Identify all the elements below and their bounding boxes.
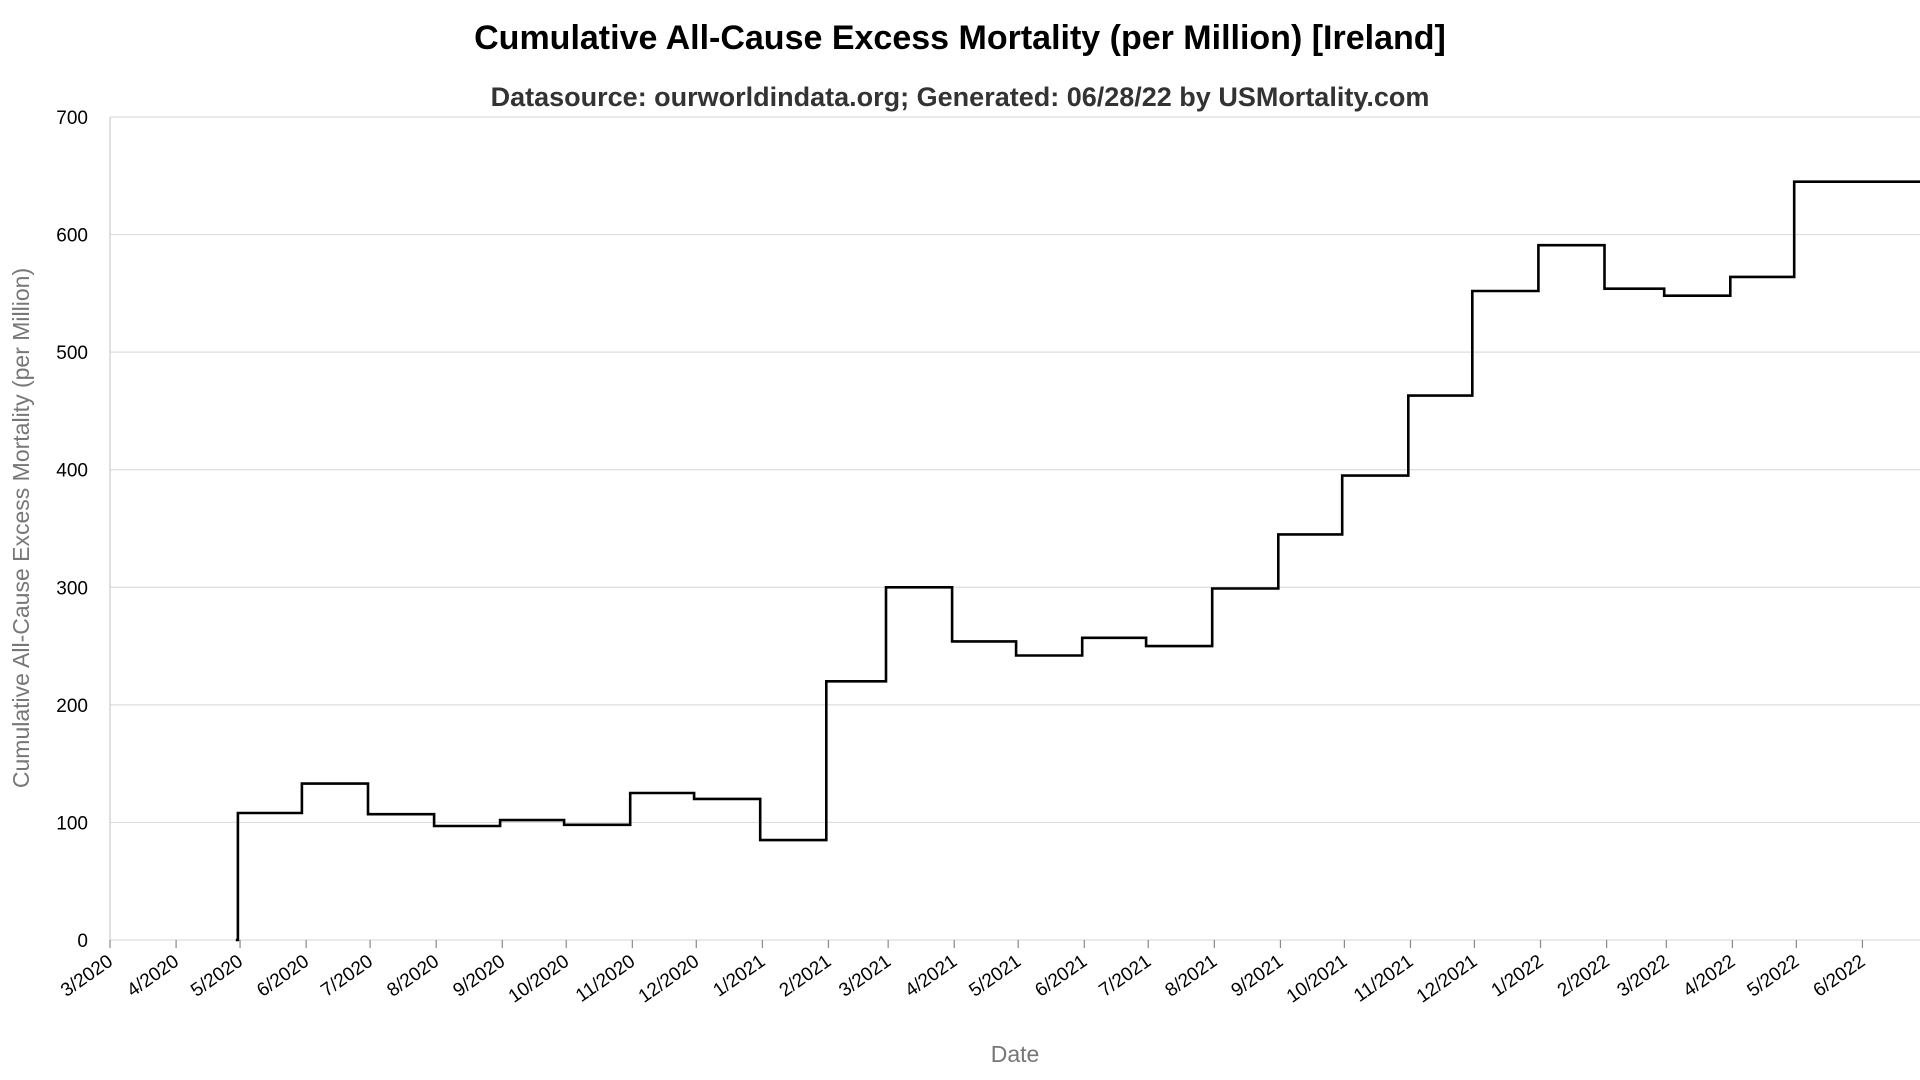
x-tick-label: 3/2022 <box>1614 951 1674 1002</box>
series-line <box>235 180 1920 942</box>
y-tick-label: 700 <box>56 108 88 129</box>
chart-title: Cumulative All-Cause Excess Mortality (p… <box>474 19 1446 57</box>
y-tick-label: 500 <box>56 343 88 364</box>
x-tick-label: 11/2020 <box>572 951 639 1007</box>
x-tick-label: 7/2020 <box>317 951 377 1002</box>
x-tick-label: 5/2022 <box>1744 951 1804 1002</box>
x-axis-label: Date <box>991 1041 1040 1067</box>
x-tick-label: 4/2021 <box>901 951 961 1002</box>
y-tick-label: 300 <box>56 578 88 599</box>
y-tick-label: 100 <box>56 813 88 834</box>
x-tick-label: 12/2020 <box>635 951 703 1008</box>
y-tick-label: 0 <box>77 931 88 952</box>
x-tick-label: 12/2021 <box>1413 951 1481 1008</box>
x-tick-label: 1/2021 <box>710 951 770 1002</box>
x-tick-label: 8/2021 <box>1162 951 1222 1002</box>
x-tick-label: 3/2020 <box>57 951 117 1002</box>
x-tick-label: 6/2020 <box>253 951 313 1002</box>
x-tick-label: 6/2021 <box>1031 951 1091 1002</box>
x-tick-label: 4/2022 <box>1680 951 1740 1002</box>
x-tick-label: 1/2022 <box>1488 951 1548 1002</box>
x-tick-label: 3/2021 <box>835 951 895 1002</box>
x-tick-label: 11/2021 <box>1350 951 1417 1007</box>
x-tick-label: 8/2020 <box>383 951 443 1002</box>
y-tick-label: 600 <box>56 226 88 247</box>
x-tick-label: 4/2020 <box>123 951 183 1002</box>
y-axis-label: Cumulative All-Cause Excess Mortality (p… <box>8 268 34 788</box>
x-tick-label: 9/2020 <box>449 951 509 1002</box>
x-tick-label: 10/2021 <box>1283 951 1351 1008</box>
series-layer <box>235 180 1920 942</box>
x-tick-label: 7/2021 <box>1095 951 1155 1002</box>
x-tick-label: 6/2022 <box>1810 951 1870 1002</box>
x-tick-label: 2/2022 <box>1554 951 1614 1002</box>
chart-subtitle: Datasource: ourworldindata.org; Generate… <box>491 82 1430 112</box>
x-tick-label: 10/2020 <box>505 951 573 1008</box>
x-tick-label: 9/2021 <box>1228 951 1288 1002</box>
y-axis-ticks: 0 100 200 300 400 500 600 700 <box>56 108 88 952</box>
y-tick-label: 200 <box>56 696 88 717</box>
x-tick-label: 5/2020 <box>187 951 247 1002</box>
y-tick-label: 400 <box>56 461 88 482</box>
x-tick-label: 2/2021 <box>776 951 836 1002</box>
x-axis-ticks: 3/2020 4/2020 5/2020 6/2020 7/2020 8/2020 9/20… <box>57 940 1869 1007</box>
gridlines <box>110 116 1920 941</box>
x-tick-label: 5/2021 <box>965 951 1025 1002</box>
